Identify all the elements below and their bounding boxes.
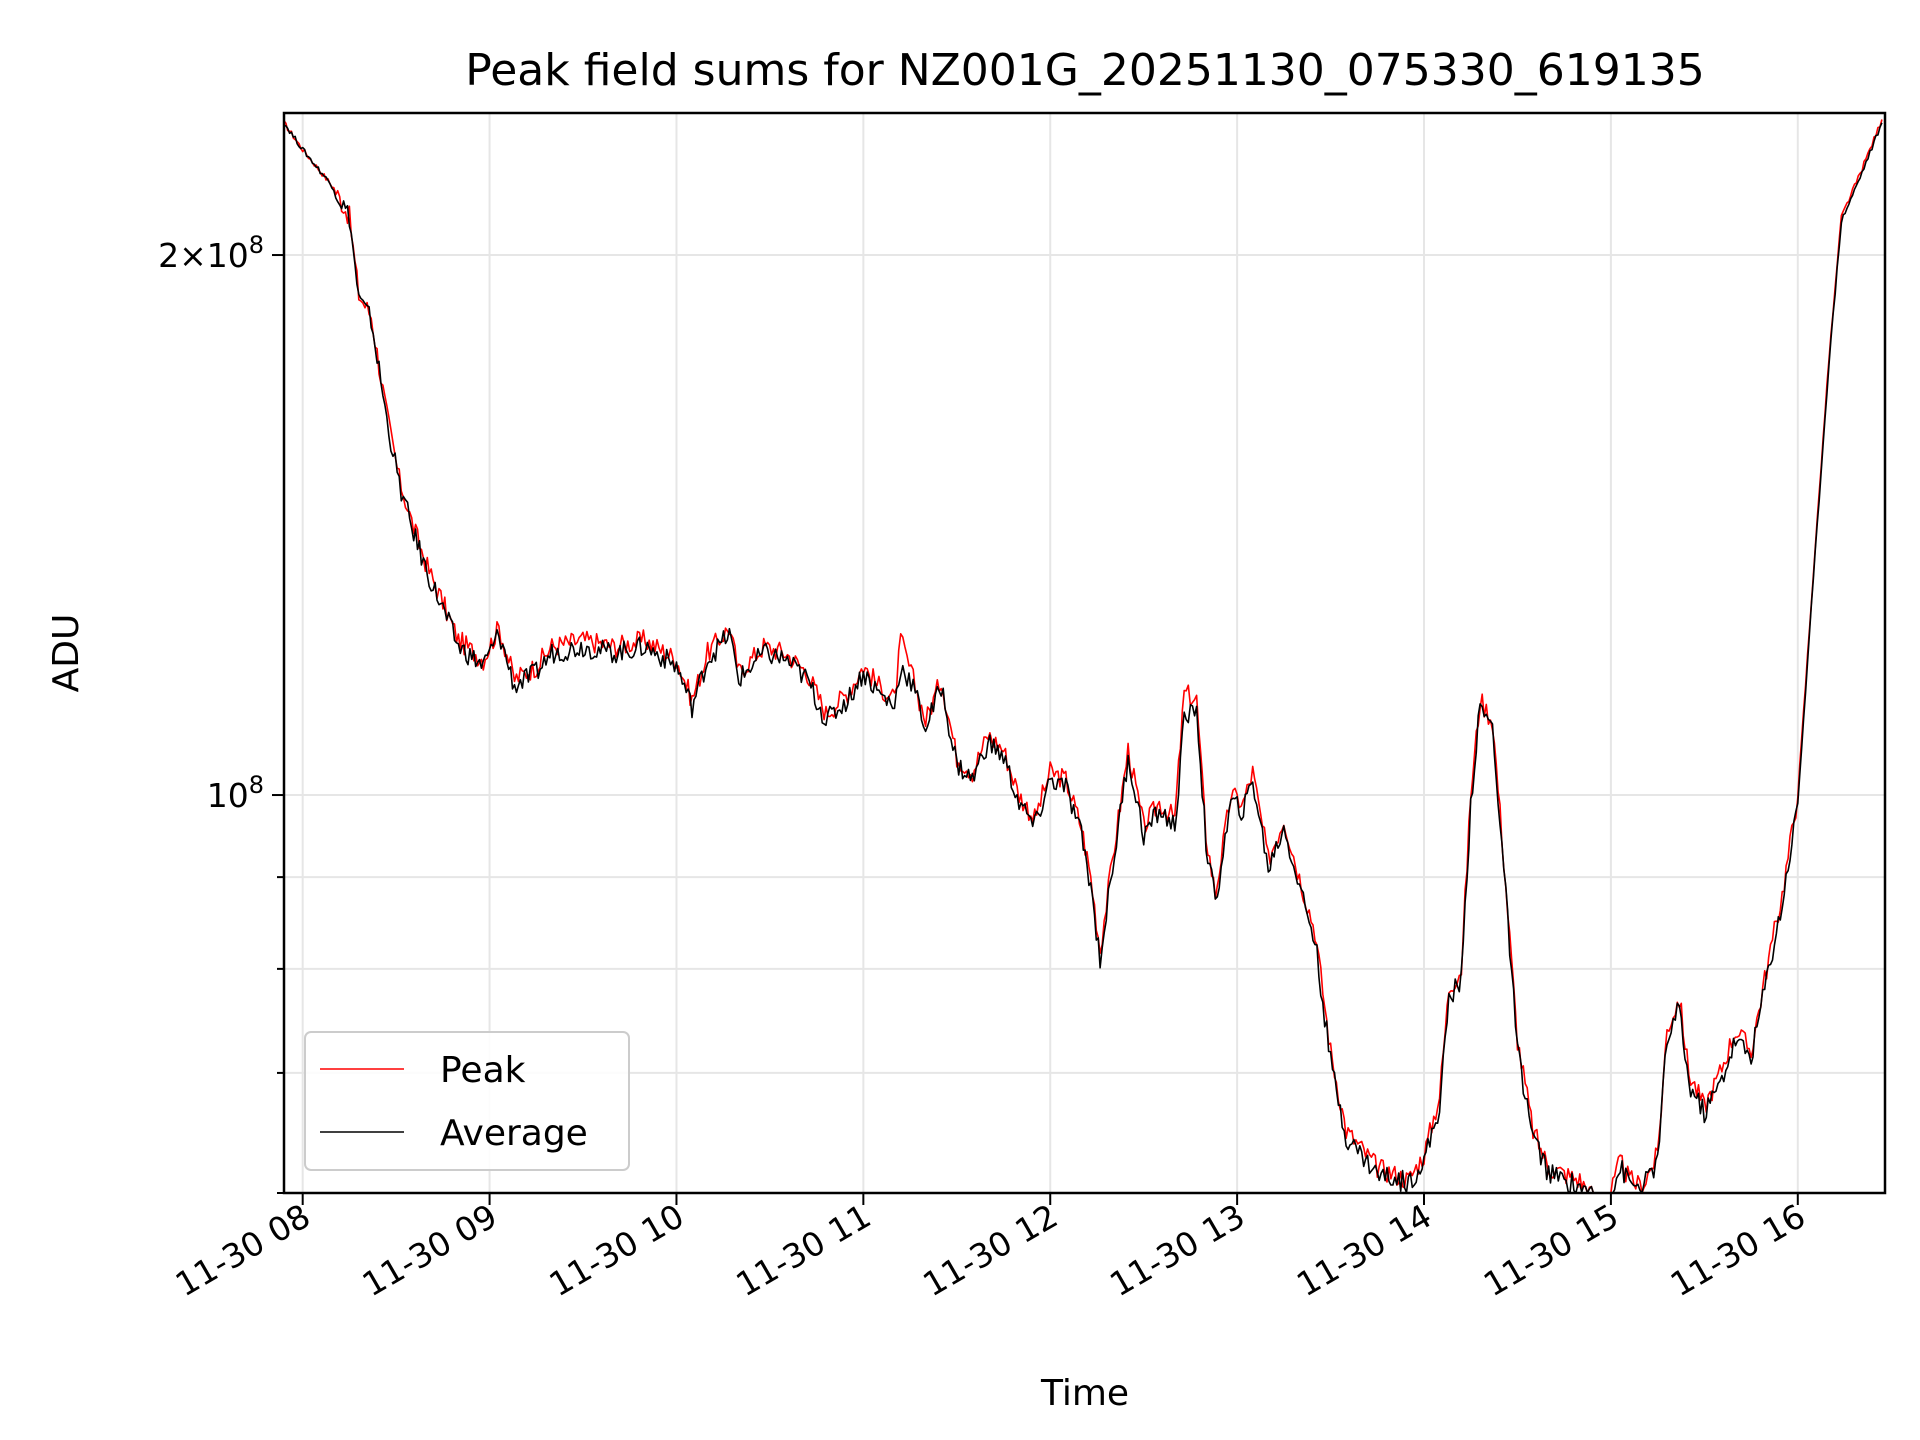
y-axis-label: ADU (46, 614, 87, 693)
series-line-peak (283, 119, 1883, 1194)
legend-box (304, 1031, 630, 1171)
grid (284, 113, 1885, 1194)
series-line-average (283, 122, 1883, 1194)
y-axis: 108 2×108 (158, 231, 284, 1194)
series-layer (283, 119, 1883, 1194)
y-tick-label: 108 (207, 771, 264, 815)
legend-label-average: Average (440, 1113, 588, 1154)
legend-label-peak: Peak (440, 1050, 526, 1091)
y-tick-label: 2×108 (158, 231, 264, 275)
legend: Peak Average (304, 1031, 630, 1171)
x-axis-label: Time (1040, 1373, 1129, 1414)
plot-frame (282, 111, 1887, 1195)
chart-title: Peak field sums for NZ001G_20251130_0753… (465, 45, 1704, 96)
